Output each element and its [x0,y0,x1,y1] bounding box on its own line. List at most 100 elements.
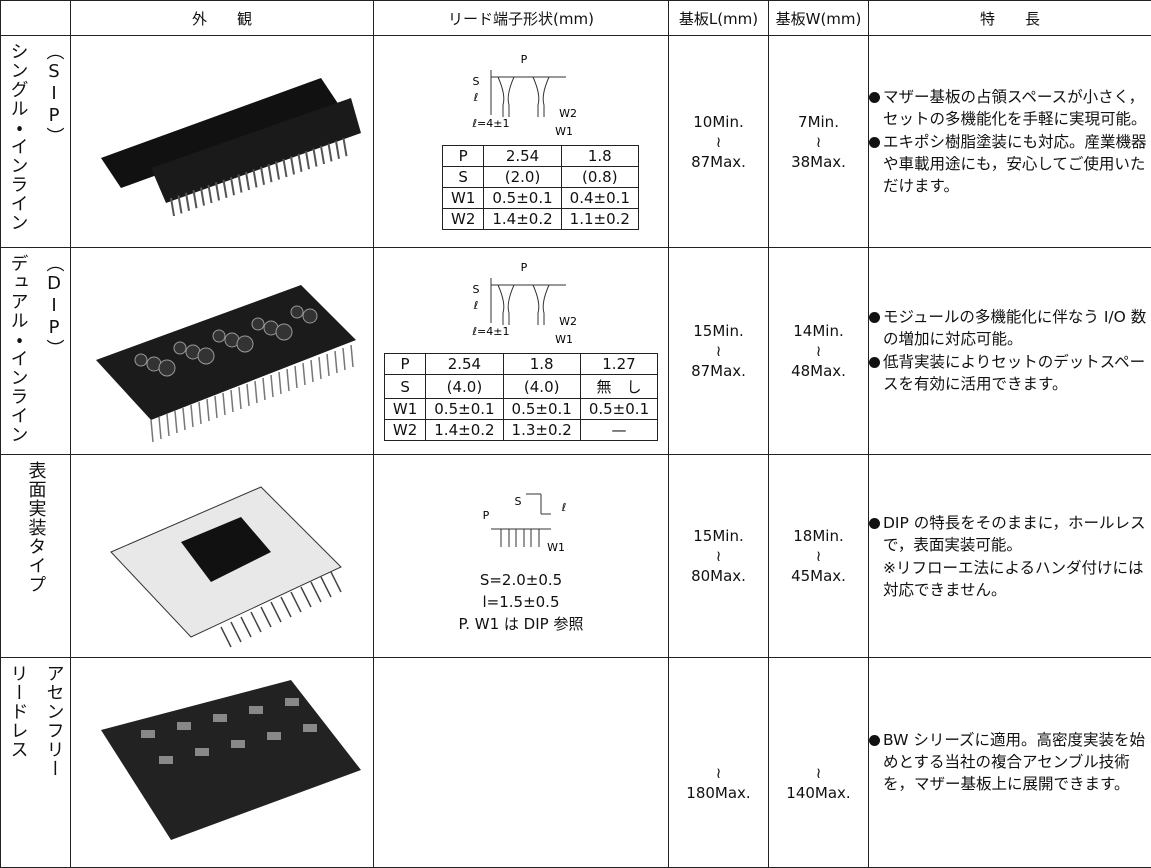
pin [166,413,170,436]
lead-value: S [383,374,427,399]
type-label: リードレス [7,664,29,759]
pin [207,184,213,203]
lead-row: P 2.54 1.8 [441,145,639,167]
component [302,308,318,323]
lead-note: P. W1 は DIP 参照 [458,615,584,633]
header-cell: 基板W(mm) [768,0,869,36]
feature-item: DIP の特長をそのままに，ホールレスで，表面実装可能。 [869,512,1151,556]
diagram-label: P [521,263,528,274]
pin [280,596,292,617]
size-cell: 7Min. ≀ 38Max. [768,35,869,248]
type-label: アセンフリー [43,664,65,778]
component [236,335,254,352]
feature-text: モジュールの多機能化に伴なう I/O 数の増加に対応可能。 [883,308,1147,348]
size-value: ≀ [815,132,822,151]
lead-diagram: P Sℓ W2 ℓ=4±1 W1 [472,263,577,346]
lead-row: S (2.0) (0.8) [441,166,639,188]
size-value: ≀ [715,132,722,151]
lead-row: W1 0.5±0.1 0.5±0.1 0.5±0.1 [383,398,659,420]
feature-text: マザー基板の占領スペースが小さく，セットの多機能化を手軽に実現可能。 [883,87,1147,128]
component [285,697,299,706]
type-name: デュアル・インライン （DIP） [1,248,70,454]
lead-value: 1.1±0.2 [560,208,639,230]
pin [278,371,282,394]
component [212,329,226,342]
type-cell: デュアル・インライン （DIP） [0,247,71,455]
diagram-label: W2 [559,315,577,328]
bullet [869,517,880,529]
pin [282,158,288,177]
lead-value: 2.54 [425,353,504,375]
photo-group [101,679,361,840]
component [290,305,304,318]
module-photo [101,679,361,840]
pin [310,359,314,382]
photo-cell [70,454,374,658]
lead-value: W1 [383,398,427,420]
pin [260,166,265,185]
lead-value: (4.0) [425,374,504,399]
diagram-label: W1 [555,125,573,138]
component [141,729,155,738]
pin [270,374,274,397]
component [303,723,317,732]
header-cell: 特 長 [868,0,1151,36]
pin [177,194,183,214]
board [101,679,361,840]
size-value: 14Min. [793,322,844,340]
lead-value: W2 [383,419,427,441]
pin [230,389,234,412]
diagram-label: S [473,283,480,296]
type-name: リードレス アセンフリー [1,658,70,867]
pin [170,197,175,216]
size-value: 45Max. [791,567,846,585]
pin [302,362,306,385]
lead-value: 1.27 [579,353,659,375]
diagram-label: S [515,495,522,508]
bullet [869,91,880,103]
pin [318,356,322,379]
component [249,705,263,714]
pin [222,392,226,415]
features-cell: DIP の特長をそのままに，ホールレスで，表面実装可能。 ※リフローエ法によるハン… [868,454,1151,658]
lead-row: W2 1.4±0.2 1.3±0.2— [383,419,659,441]
diagram-label: ℓ=4±1 [472,325,510,338]
feature-item: マザー基板の占領スペースが小さく，セットの多機能化を手軽に実現可能。 [869,86,1151,130]
diagram-label: S [473,75,480,88]
pin [250,611,262,632]
bullet [869,136,880,148]
pin [330,571,342,592]
pin [290,155,295,175]
pin [252,168,258,188]
lead-value: P [383,353,427,375]
pin [182,407,186,430]
component [251,317,265,330]
module-photo [101,77,361,216]
lead-value: 0.5±0.1 [425,398,504,420]
pin [286,368,290,391]
lead-value: 1.4±0.2 [425,419,504,441]
pin [246,383,250,406]
pin [310,581,322,602]
size-value: 87Max. [691,362,746,380]
lead-shape [532,76,550,117]
pin [190,404,194,427]
size-value: 80Max. [691,567,746,585]
feature-text: 低背実装によりセットのデットスペースを有効に活用できます。 [883,353,1146,393]
diagram-label: W2 [559,107,577,120]
component [231,739,245,748]
pin [237,173,243,193]
diagram-label: ℓ [473,299,479,312]
header-row: 外 観 リード端子形状(mm) 基板L(mm) 基板W(mm) 特 長 [0,0,1151,36]
lead-value: 1.3±0.2 [502,419,581,441]
lead-row: W2 1.4±0.2 1.1±0.2 [441,208,639,230]
size-value: ≀ [715,342,722,360]
type-cell: 表面実装タイプ [0,454,71,658]
lead-value: W2 [441,208,485,230]
lead-value: 1.4±0.2 [483,208,562,230]
diagram-label: P [483,509,490,522]
